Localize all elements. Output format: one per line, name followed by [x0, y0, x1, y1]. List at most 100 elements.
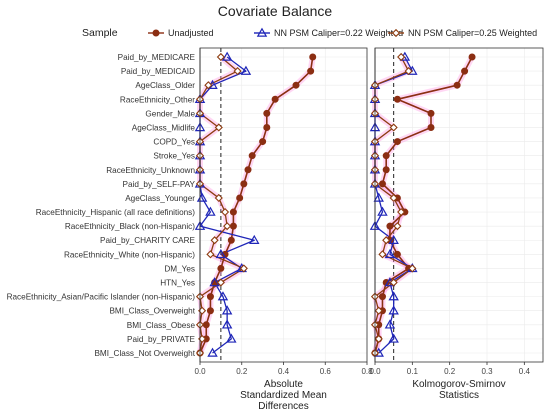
data-point [259, 138, 267, 146]
data-point [382, 166, 390, 174]
data-point [384, 319, 396, 329]
data-point [206, 307, 214, 315]
data-point [461, 67, 469, 75]
category-label: Gender_Male [145, 109, 195, 118]
category-label: BMI_Class_Obese [127, 321, 196, 330]
category-label: AgeClass_Older [135, 81, 195, 90]
tick-label: 0.0 [194, 367, 206, 376]
data-point [240, 65, 252, 75]
data-point [307, 67, 315, 75]
data-point [202, 321, 210, 329]
data-point [229, 208, 237, 216]
category-label: RaceEthnicity_Black (non-Hispanic) [65, 222, 195, 231]
tick-label: 0.3 [481, 367, 493, 376]
data-point [210, 236, 219, 245]
data-point [309, 53, 317, 61]
data-point [382, 152, 390, 160]
data-point [214, 123, 223, 132]
data-point [393, 222, 402, 231]
data-point [206, 250, 215, 259]
data-point [388, 333, 399, 343]
legend-entry: NN PSM Caliper=0.22 Weighted [274, 28, 403, 38]
category-label: DM_Yes [164, 264, 195, 273]
data-point [221, 305, 233, 315]
data-point [389, 193, 398, 203]
data-point [389, 278, 398, 287]
tick-label: 0.4 [278, 367, 290, 376]
data-point [236, 194, 244, 202]
data-point [233, 67, 242, 76]
axis-title: Statistics [439, 390, 479, 401]
data-point [215, 248, 227, 259]
data-point [205, 206, 216, 216]
legend: Sample Unadjusted NN PSM Caliper=0.22 Wei… [82, 27, 537, 39]
axis-title: Standardized Mean [240, 390, 327, 401]
tick-label: 0.4 [519, 367, 531, 376]
panel-ks: 0.0 0.1 0.2 0.3 0.4 Kolmogorov-SmirnovStatist… [369, 47, 544, 401]
data-point [217, 264, 225, 272]
data-point [227, 236, 235, 244]
panel-border [374, 47, 544, 363]
data-point [386, 222, 394, 230]
data-point [389, 123, 398, 132]
legend-entry: Unadjusted [168, 28, 214, 38]
data-point [427, 109, 435, 117]
data-point [223, 222, 232, 231]
data-point [216, 52, 225, 62]
data-point [393, 138, 401, 146]
category-label: RaceEthnicity_Asian/Pacific Islander (no… [7, 293, 196, 302]
category-label: COPD_Yes [153, 138, 195, 147]
data-point [378, 250, 387, 259]
category-label: BMI_Class_Not Overweight [94, 349, 195, 358]
data-point [292, 81, 300, 89]
tick-label: 0.2 [444, 367, 456, 376]
tick-label: 0.2 [236, 367, 248, 376]
category-label: HTN_Yes [160, 279, 195, 288]
data-point [249, 234, 260, 244]
data-point [207, 347, 218, 357]
category-label: BMI_Class_Overweight [109, 307, 195, 316]
data-point [373, 192, 384, 202]
data-point [240, 180, 248, 188]
data-point [226, 333, 237, 343]
series-band [197, 56, 316, 355]
data-point [220, 207, 230, 217]
data-point [382, 236, 391, 245]
category-label: RaceEthnicity_Hispanic (all race definit… [36, 208, 196, 217]
data-point [244, 166, 252, 174]
data-point [374, 334, 383, 343]
data-point [248, 152, 256, 160]
data-point [209, 277, 220, 287]
category-labels: Paid_by_MEDICARE Paid_by_MEDICAID AgeClass… [7, 53, 196, 358]
data-point [393, 95, 401, 103]
legend-marker [391, 28, 401, 38]
data-point [384, 248, 396, 259]
category-label: Paid_by_MEDICARE [118, 53, 196, 62]
data-point [206, 293, 214, 301]
data-point [377, 206, 388, 216]
data-point [204, 81, 213, 90]
legend-entry: NN PSM Caliper=0.25 Weighted [408, 28, 537, 38]
category-label: AgeClass_Midlife [132, 123, 196, 132]
tick-label: 0.1 [407, 367, 419, 376]
axis-title: Kolmogorov-Smirnov [412, 379, 505, 390]
legend-marker [152, 29, 160, 37]
tick-label: 0.8 [361, 367, 373, 376]
axis-title: Absolute [264, 379, 303, 390]
series-line [374, 56, 473, 354]
data-point [263, 123, 271, 131]
data-point [404, 67, 413, 76]
series-band [372, 55, 475, 354]
data-point [397, 52, 406, 62]
category-label: Stroke_Yes [153, 152, 195, 161]
data-point [378, 180, 386, 188]
category-label: RaceEthnicity_Unknown [106, 166, 195, 175]
category-label: RaceEthnicity_Other [120, 95, 195, 104]
data-point [388, 305, 399, 315]
data-point [216, 278, 225, 287]
data-point [468, 53, 476, 61]
axis-title: Differences [258, 401, 308, 412]
data-point [263, 109, 271, 117]
